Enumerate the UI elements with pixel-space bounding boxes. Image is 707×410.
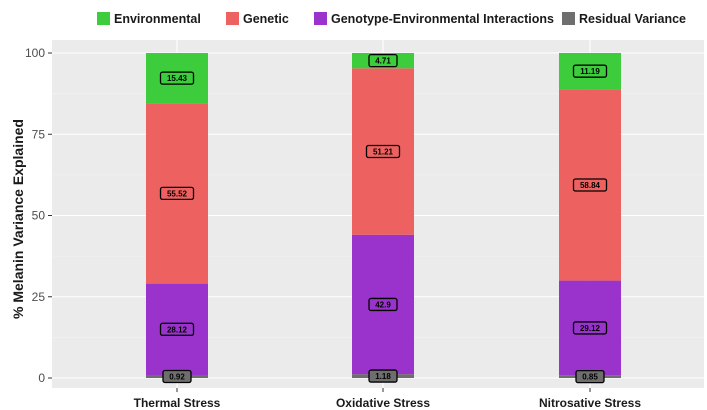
data-label: 55.52: [167, 189, 188, 198]
data-label: 0.92: [169, 373, 185, 382]
legend-label: Genetic: [243, 12, 289, 26]
x-category-label: Nitrosative Stress: [539, 396, 641, 410]
data-label-box: [572, 321, 608, 335]
data-label: 28.12: [167, 325, 188, 334]
data-label: 4.71: [375, 57, 391, 66]
data-label-box: [368, 54, 398, 68]
legend-swatch: [97, 12, 110, 25]
data-label: 51.21: [373, 148, 394, 157]
data-label-box: [572, 178, 608, 192]
data-label-box: [575, 369, 605, 384]
data-label-box: [365, 144, 401, 159]
y-axis-title: % Melanin Variance Explained: [10, 119, 26, 319]
data-label-box: [368, 369, 398, 383]
legend-label: Environmental: [114, 12, 201, 26]
legend-label: Genotype-Environmental Interactions: [331, 12, 554, 26]
y-tick-label: 0: [38, 371, 45, 385]
legend-swatch: [226, 12, 239, 25]
legend-label: Residual Variance: [579, 12, 686, 26]
data-label-box: [572, 64, 608, 78]
data-label: 0.85: [582, 373, 598, 382]
data-label: 42.9: [375, 300, 391, 309]
data-label-box: [159, 186, 195, 201]
y-tick-label: 100: [25, 46, 45, 60]
data-label-box: [159, 322, 195, 336]
legend-swatch: [314, 12, 327, 25]
data-label: 58.84: [580, 181, 601, 190]
data-label-box: [162, 369, 192, 384]
x-category-label: Oxidative Stress: [336, 396, 430, 410]
data-label: 29.12: [580, 324, 601, 333]
y-tick-label: 25: [32, 290, 46, 304]
data-label: 1.18: [375, 372, 391, 381]
y-tick-label: 75: [32, 127, 46, 141]
data-label-box: [368, 297, 398, 312]
y-tick-label: 50: [32, 209, 46, 223]
data-label-box: [159, 71, 195, 85]
x-category-label: Thermal Stress: [134, 396, 221, 410]
data-label: 11.19: [580, 67, 600, 76]
legend-swatch: [562, 12, 575, 25]
data-label: 15.43: [167, 74, 188, 83]
